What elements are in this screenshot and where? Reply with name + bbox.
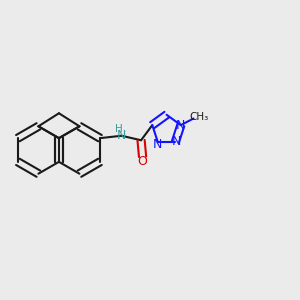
Text: N: N	[153, 138, 162, 151]
Text: N: N	[176, 118, 185, 132]
Text: CH₃: CH₃	[189, 112, 208, 122]
Text: N: N	[117, 129, 126, 142]
Text: N: N	[172, 135, 182, 148]
Text: O: O	[138, 155, 148, 168]
Text: H: H	[115, 124, 123, 134]
